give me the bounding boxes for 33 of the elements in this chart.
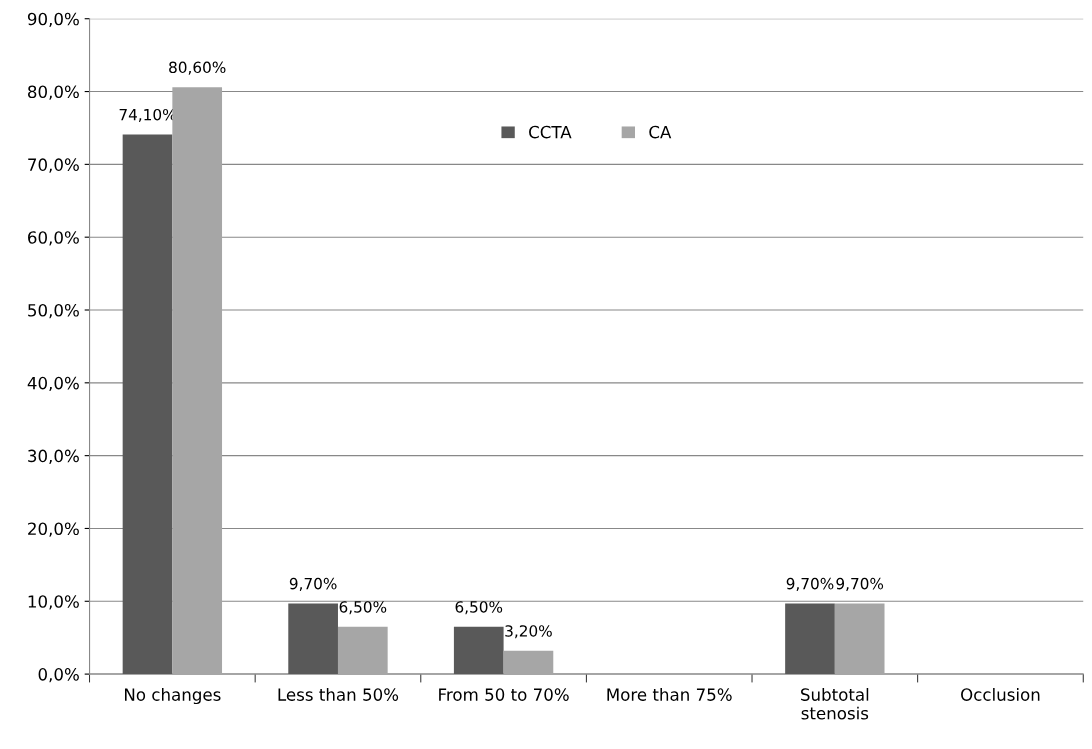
x-tick-label: More than 75% xyxy=(607,687,732,701)
data-label: 80,60% xyxy=(169,61,226,75)
y-tick-label: 90,0% xyxy=(27,12,79,27)
x-tick-label: From 50 to 70% xyxy=(439,688,569,701)
data-label: 9,70% xyxy=(786,577,834,591)
bar xyxy=(453,626,504,675)
legend-label: CCTA xyxy=(529,125,572,139)
bar xyxy=(503,650,554,675)
bar xyxy=(122,134,173,675)
data-label: 9,70% xyxy=(836,577,884,591)
data-label: 9,70% xyxy=(289,577,337,591)
x-tick-label: Occlusion xyxy=(961,687,1040,701)
y-tick-label: 70,0% xyxy=(28,158,79,173)
y-tick-label: 30,0% xyxy=(28,449,79,464)
x-tick-label: No changes xyxy=(125,687,221,705)
data-label: 6,50% xyxy=(455,601,503,615)
y-tick-label: 60,0% xyxy=(28,231,79,246)
y-tick-label: 0,0% xyxy=(38,668,79,683)
bar xyxy=(834,603,885,675)
y-tick-label: 20,0% xyxy=(28,522,79,537)
y-tick-label: 50,0% xyxy=(28,303,79,319)
x-tick-label: Subtotal stenosis xyxy=(801,687,869,720)
y-tick-label: 40,0% xyxy=(27,376,79,392)
data-label: 6,50% xyxy=(339,601,387,615)
bar xyxy=(172,87,223,675)
legend-label: CA xyxy=(649,125,672,139)
y-tick-label: 10,0% xyxy=(28,595,79,610)
x-tick-label: Less than 50% xyxy=(278,687,399,701)
bar xyxy=(288,603,338,675)
y-tick-label: 80,0% xyxy=(28,85,79,100)
data-label: 3,20% xyxy=(505,625,552,639)
bar xyxy=(337,626,388,675)
bar xyxy=(785,603,835,675)
